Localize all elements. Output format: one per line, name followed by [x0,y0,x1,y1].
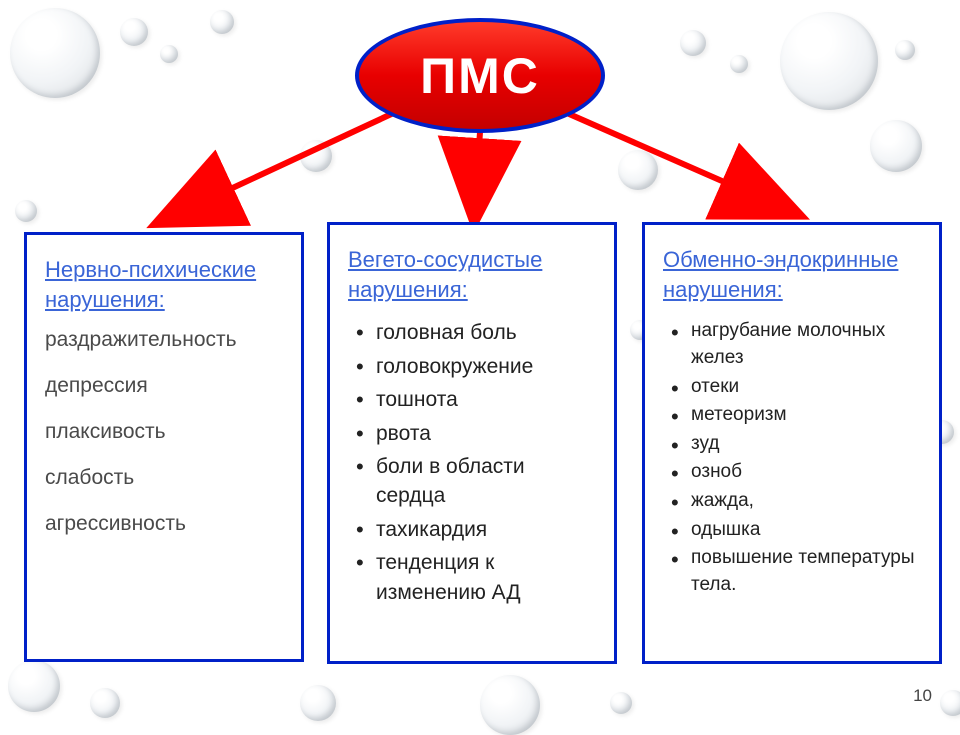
list-item: отеки [669,374,923,401]
list-item: слабость [45,466,285,490]
list-item: повышение температуры тела. [669,545,923,598]
box-items: раздражительность депрессия плаксивость … [45,328,285,536]
box-heading: Обменно-эндокринные нарушения: [663,245,923,304]
header-oval: ПМС [355,18,605,133]
list-item: жажда, [669,488,923,515]
page-number: 10 [913,686,932,706]
box-vegeto-vascular: Вегето-сосудистые нарушения: головная бо… [327,222,617,664]
header-title: ПМС [420,47,540,105]
list-item: головная боль [354,318,598,347]
list-item: раздражительность [45,328,285,352]
list-item: агрессивность [45,512,285,536]
list-item: тенденция к изменению АД [354,548,598,607]
list-item: головокружение [354,352,598,381]
list-item: рвота [354,419,598,448]
list-item: нагрубание молочных желез [669,318,923,371]
list-item: метеоризм [669,402,923,429]
list-item: боли в области сердца [354,452,598,511]
list-item: тахикардия [354,515,598,544]
list-item: зуд [669,431,923,458]
box-heading: Вегето-сосудистые нарушения: [348,245,598,304]
list-item: депрессия [45,374,285,398]
box-heading: Нервно-психические нарушения: [45,255,285,314]
box-nervous-psychic: Нервно-психические нарушения: раздражите… [24,232,304,662]
list-item: плаксивость [45,420,285,444]
box-items: головная боль головокружение тошнота рво… [348,318,598,607]
list-item: тошнота [354,385,598,414]
list-item: озноб [669,459,923,486]
box-items: нагрубание молочных желез отеки метеориз… [663,318,923,598]
box-metabolic-endocrine: Обменно-эндокринные нарушения: нагрубани… [642,222,942,664]
list-item: одышка [669,517,923,544]
